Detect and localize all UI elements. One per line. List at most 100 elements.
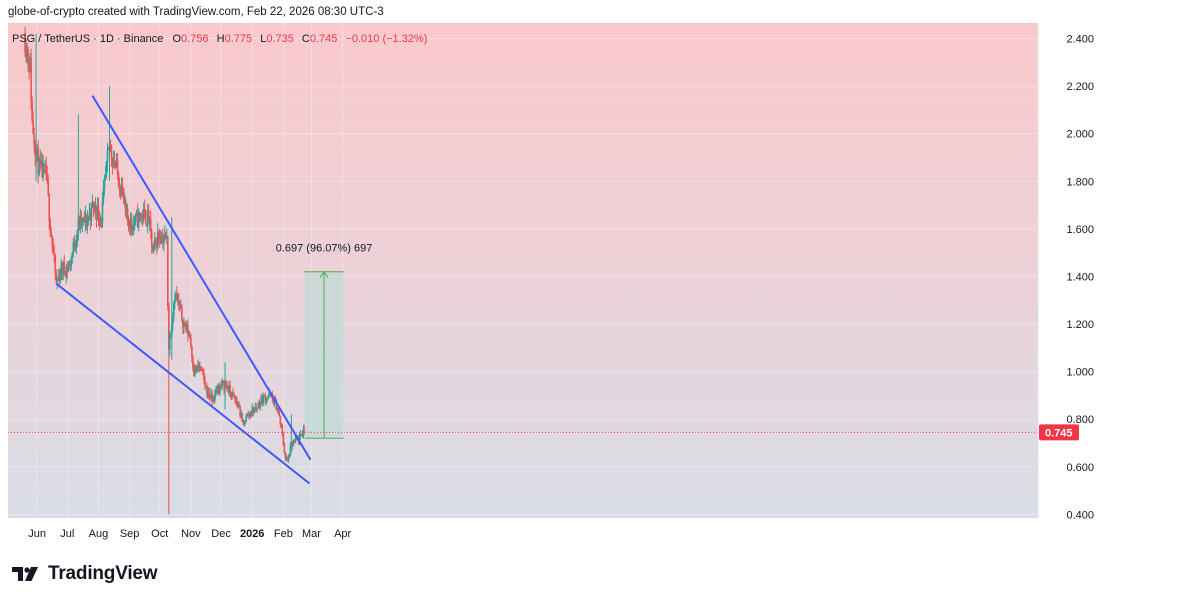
- candle-up: [57, 276, 60, 281]
- candle-down: [179, 303, 181, 307]
- candle-down: [277, 407, 280, 412]
- candle-down: [281, 426, 284, 434]
- candle-down: [136, 211, 139, 228]
- candle-down: [73, 242, 76, 249]
- candle-down: [279, 415, 282, 425]
- candle-down: [95, 211, 98, 219]
- candle-down: [64, 271, 67, 277]
- candle-up: [82, 217, 85, 219]
- candle-down: [113, 161, 116, 166]
- y-tick-label: 1.200: [1066, 319, 1094, 331]
- candle-up: [251, 407, 254, 414]
- candle-down: [150, 230, 153, 247]
- candle-up: [194, 367, 196, 376]
- candle-down: [218, 387, 220, 393]
- open-value: 0.756: [181, 33, 209, 45]
- candle-down: [78, 217, 81, 228]
- candle-down: [85, 215, 88, 227]
- candle-up: [135, 211, 138, 215]
- candle-up: [276, 407, 279, 411]
- candle-up: [105, 161, 108, 175]
- candle-up: [104, 174, 107, 180]
- candle-down: [199, 366, 201, 368]
- close-label: C: [302, 33, 310, 45]
- y-tick-label: 0.800: [1066, 414, 1094, 426]
- candle-up: [188, 334, 190, 336]
- candle-down: [149, 218, 152, 231]
- y-tick-label: 0.400: [1066, 509, 1094, 521]
- candle-down: [164, 234, 167, 239]
- price-axis[interactable]: 2.400 2.200 2.000 1.800 1.600 1.400 1.200 1.000…: [1066, 33, 1094, 521]
- candle-down: [181, 306, 183, 321]
- candle-up: [134, 214, 137, 223]
- candle-up: [210, 393, 212, 399]
- candle-up: [162, 239, 165, 244]
- candle-down: [145, 224, 148, 227]
- candle-down: [236, 401, 238, 405]
- candle-up: [257, 402, 260, 408]
- candle-up: [91, 202, 94, 204]
- candle-up: [35, 152, 37, 157]
- candle-down: [209, 395, 211, 399]
- candle-up: [302, 429, 305, 435]
- candle-down: [48, 193, 51, 222]
- candle-up: [101, 201, 104, 223]
- candle-up: [40, 160, 42, 164]
- candle-down: [230, 392, 232, 398]
- candle-down: [58, 276, 61, 281]
- candle-up: [163, 234, 166, 240]
- candle-down: [41, 160, 43, 178]
- candle-up: [285, 457, 288, 459]
- candle-down: [192, 357, 194, 368]
- target-projection: 0.697 (96.07%) 697: [276, 243, 372, 439]
- candle-up: [112, 161, 115, 165]
- candle-down: [280, 424, 283, 427]
- candle-down: [61, 262, 64, 274]
- candle-down: [258, 402, 261, 409]
- ohlc-legend: PSG / TetherUS · 1D · Binance O0.756 H0.…: [12, 33, 427, 45]
- tradingview-logo[interactable]: TradingView: [12, 563, 158, 585]
- symbol-info: PSG / TetherUS · 1D · Binance: [12, 33, 163, 45]
- candle-down: [272, 398, 275, 405]
- candle-up: [88, 212, 91, 218]
- target-arrow-head: [319, 270, 329, 278]
- candle-down: [45, 165, 47, 177]
- candle-down: [249, 413, 251, 416]
- candle-up: [81, 218, 84, 225]
- candle-down: [119, 189, 122, 196]
- y-tick-label: 1.800: [1066, 176, 1094, 188]
- candle-up: [267, 396, 270, 399]
- candle-down: [25, 52, 27, 58]
- price-chart: 0.697 (96.07%) 697 2.400 2.200 2.000 1.800 1…: [8, 23, 1111, 548]
- chart-area[interactable]: 0.697 (96.07%) 697 2.400 2.200 2.000 1.800 1…: [8, 23, 1111, 548]
- candle-up: [238, 406, 240, 408]
- candle-down: [30, 58, 32, 102]
- candle-down: [31, 101, 33, 121]
- candle-up: [171, 324, 173, 336]
- tradingview-logo-icon: [12, 567, 38, 581]
- candle-down: [227, 387, 229, 392]
- candle-down: [161, 235, 164, 244]
- candle-up: [44, 165, 46, 167]
- candle-up: [148, 218, 151, 224]
- candle-up: [26, 49, 28, 58]
- candle-down: [24, 32, 26, 53]
- time-axis[interactable]: Jun Jul Aug Sep Oct Nov Dec 2026 Feb Mar Apr: [28, 528, 351, 540]
- candle-down: [47, 179, 50, 194]
- candle-up: [115, 159, 118, 167]
- candle-down: [235, 400, 237, 402]
- x-tick-label: Jun: [28, 528, 46, 540]
- candle-up: [107, 147, 110, 151]
- candle-up: [153, 239, 156, 243]
- candle-down: [167, 305, 170, 350]
- candle-up: [77, 217, 80, 231]
- candle-up: [75, 239, 78, 246]
- candle-up: [299, 434, 302, 437]
- candle-up: [137, 212, 140, 228]
- candle-down: [155, 241, 158, 248]
- y-tick-label: 2.000: [1066, 129, 1094, 141]
- candle-down: [193, 367, 195, 376]
- candle-down: [89, 212, 92, 221]
- candle-down: [229, 385, 231, 393]
- candle-up: [70, 258, 73, 267]
